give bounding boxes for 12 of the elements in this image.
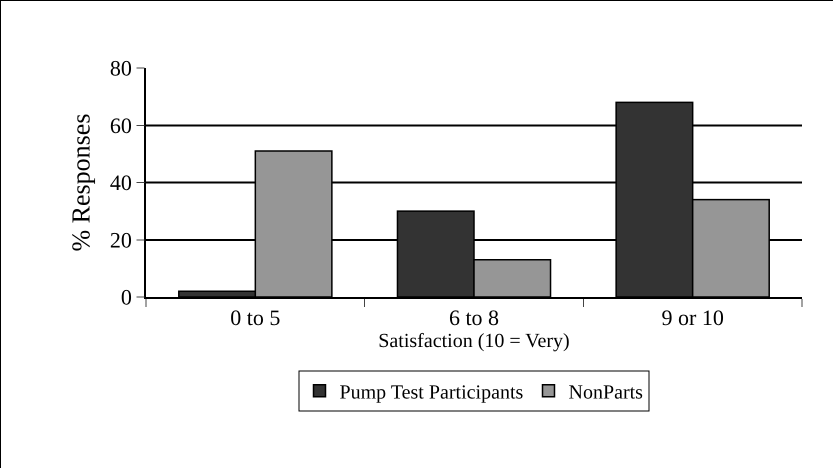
x-tick-label: 9 or 10 (662, 305, 724, 330)
y-tick-label: 20 (110, 227, 132, 252)
legend-label: Pump Test Participants (340, 382, 524, 404)
legend-label: NonParts (568, 382, 644, 404)
y-tick-label: 0 (120, 284, 132, 310)
x-tick-label: 0 to 5 (230, 305, 280, 330)
y-axis-title: % Responses (66, 114, 96, 252)
x-tick-label: 6 to 8 (448, 305, 500, 330)
y-tick-label: 60 (110, 112, 132, 138)
y-tick-label: 40 (110, 170, 132, 196)
y-tick-label: 80 (110, 56, 132, 81)
x-axis-title: Satisfaction (10 = Very) (378, 330, 570, 352)
